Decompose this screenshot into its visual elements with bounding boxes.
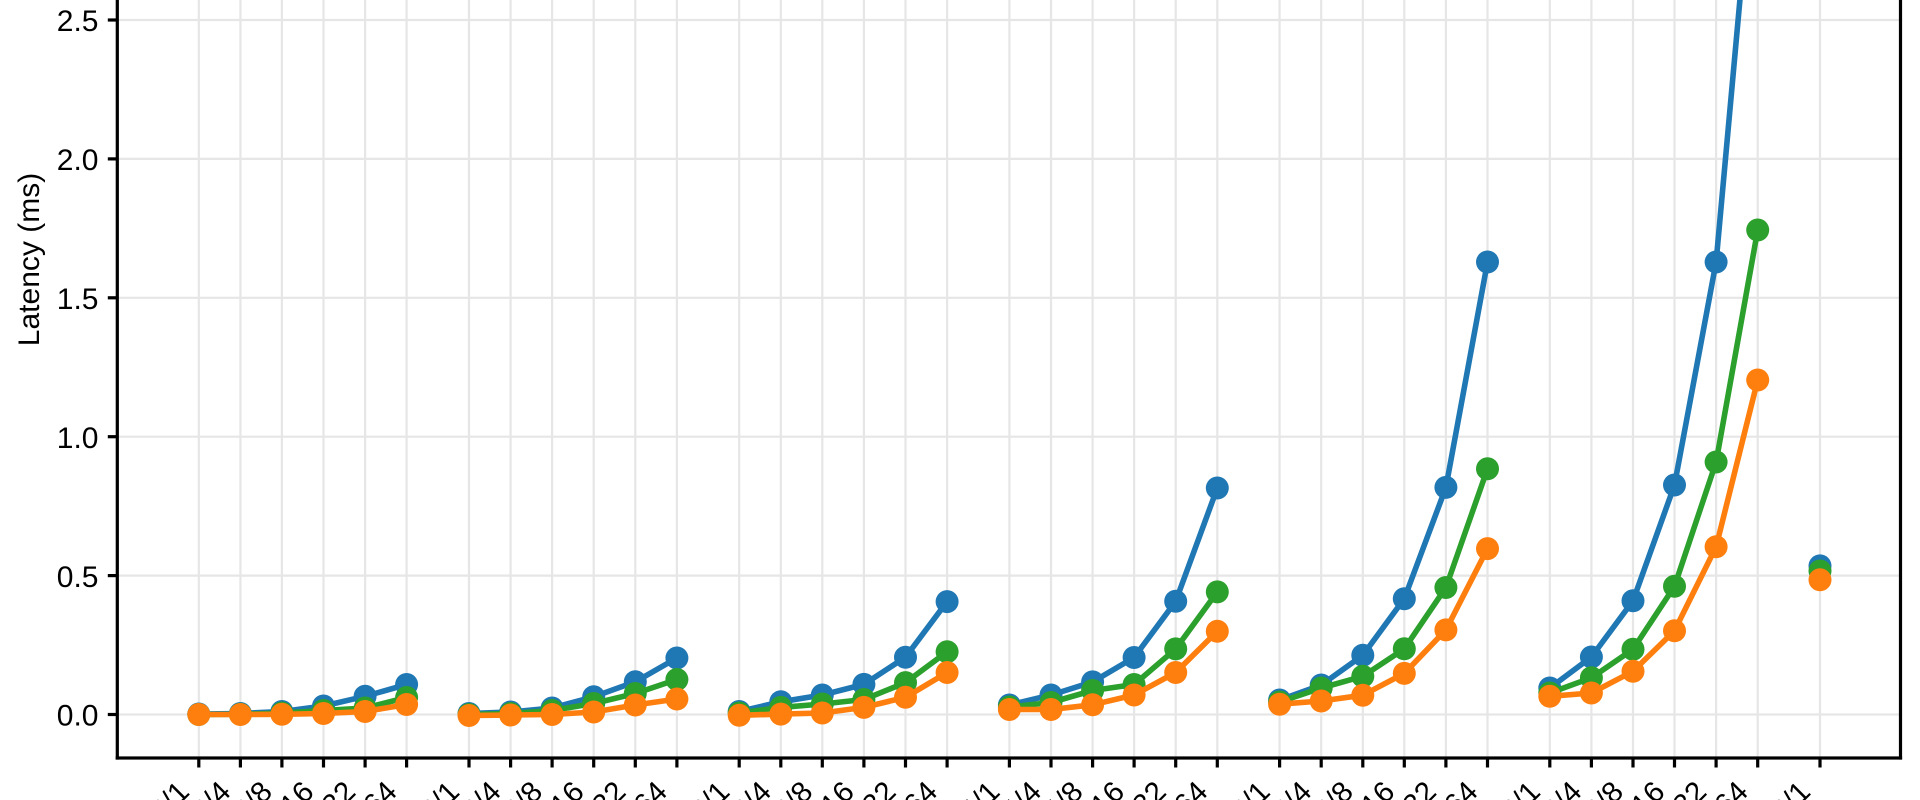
svg-text:2.5: 2.5 [57, 5, 99, 38]
svg-text:0.5: 0.5 [57, 561, 99, 594]
svg-text:Latency (ms): Latency (ms) [13, 173, 46, 346]
svg-text:2.0: 2.0 [57, 144, 99, 177]
svg-text:0.0: 0.0 [57, 700, 99, 733]
svg-text:1.0: 1.0 [57, 422, 99, 455]
svg-text:1.5: 1.5 [57, 283, 99, 316]
